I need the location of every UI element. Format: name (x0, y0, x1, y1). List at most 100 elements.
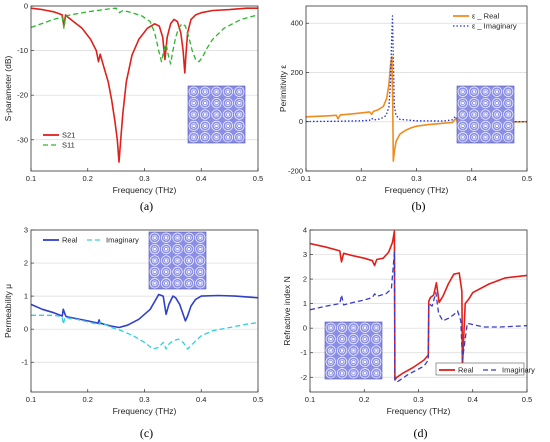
unit-cell-inner-ring (151, 280, 158, 287)
unit-cell-center (238, 90, 241, 93)
panel-d-y-axis-label: Refractive index N (282, 276, 292, 345)
x-tick-label: 0.3 (139, 395, 149, 404)
panel-b-ticks: 0.1 0.2 0.3 0.4 0.5 -200 0 200 400 (288, 19, 532, 183)
unit-cell-inner-ring (327, 347, 334, 354)
unit-cell-center (507, 113, 510, 116)
x-tick-label: 0.5 (253, 174, 263, 183)
unit-cell-inner-ring (197, 234, 204, 241)
unit-cell-inner-ring (505, 123, 512, 129)
unit-cell-inner-ring (350, 324, 357, 331)
unit-cell-center (352, 349, 355, 352)
unit-cell-inner-ring (163, 234, 169, 241)
unit-cell-ring (160, 266, 172, 278)
unit-cell-inner-ring (459, 123, 466, 129)
unit-cell-ring (480, 86, 491, 97)
unit-cell-inner-ring (494, 123, 500, 129)
x-tick-label: 0.4 (467, 174, 477, 183)
unit-cell-inner-ring (225, 100, 231, 106)
unit-cell-inner-ring (213, 100, 220, 106)
unit-cell-inner-ring (202, 111, 208, 118)
unit-cell-center (352, 360, 355, 364)
unit-cell-inner-ring (327, 336, 334, 342)
x-tick-label: 0.3 (139, 174, 149, 183)
y-tick-label: 1 (303, 299, 307, 308)
unit-cell-ring (325, 368, 336, 379)
unit-cell-inner-ring (186, 234, 192, 241)
legend-box (435, 362, 525, 376)
unit-cell-inner-ring (494, 134, 500, 141)
unit-cell-ring (222, 132, 234, 143)
unit-cell-inner-ring (350, 359, 357, 365)
panel-c: 0.1 0.2 0.3 0.4 0.5 -1 0 1 2 3 Frequency (THz) Pe… (3, 226, 263, 441)
unit-cell-inner-ring (225, 88, 231, 95)
unit-cell-inner-ring (163, 257, 169, 264)
unit-cell-ring (468, 109, 480, 120)
panel-a-ticks: 0.1 0.2 0.3 0.4 0.5 -30 -20 -10 0 (17, 2, 263, 184)
unit-cell-center (187, 270, 191, 274)
y-tick-label: -1 (21, 358, 28, 367)
unit-cell-center (375, 337, 378, 341)
unit-cell-inner-ring (190, 123, 197, 129)
unit-cell-ring (160, 232, 172, 243)
unit-cell-center (164, 247, 168, 251)
series-line-0 (31, 293, 258, 329)
panel-a-legend-label-s21: S21 (62, 131, 75, 140)
unit-cell-center (363, 360, 367, 364)
unit-cell-ring (491, 132, 503, 143)
unit-cell-center (363, 326, 367, 329)
unit-cell-inner-ring (494, 100, 500, 106)
unit-cell-ring (172, 243, 183, 255)
x-tick-label: 0.3 (411, 174, 421, 183)
unit-cell-inner-ring (459, 134, 466, 141)
unit-cell-center (363, 349, 367, 352)
unit-cell-ring (336, 333, 348, 345)
unit-cell-center (461, 90, 464, 93)
unit-cell-ring (195, 232, 206, 243)
unit-cell-ring (371, 333, 382, 345)
unit-cell-ring (325, 322, 336, 333)
panel-d-unit-cell-inset (324, 321, 383, 380)
unit-cell-center (192, 113, 195, 116)
unit-cell-inner-ring (482, 88, 489, 95)
unit-cell-inner-ring (174, 280, 181, 287)
unit-cell-inner-ring (339, 336, 345, 342)
unit-cell-inner-ring (471, 88, 477, 95)
unit-cell-center (226, 136, 230, 139)
unit-cell-ring (457, 120, 468, 132)
unit-cell-center (484, 136, 487, 139)
unit-cell-inner-ring (482, 123, 489, 129)
unit-cell-ring (183, 266, 195, 278)
unit-cell-center (484, 101, 487, 105)
unit-cell-ring (325, 345, 336, 356)
unit-cell-inner-ring (482, 134, 489, 141)
unit-cell-center (472, 101, 476, 105)
unit-cell-center (375, 360, 378, 364)
unit-cell-center (507, 90, 510, 93)
unit-cell-ring (503, 109, 514, 120)
unit-cell-ring (503, 120, 514, 132)
unit-cell-ring (160, 278, 172, 289)
x-tick-label: 0.1 (305, 395, 315, 404)
panel-b-legend-label-imaginary: ε _ Imaginary (472, 22, 517, 31)
unit-cell-ring (503, 97, 514, 109)
series-line-1 (306, 15, 527, 123)
unit-cell-inner-ring (225, 123, 231, 129)
unit-cell-ring (480, 97, 491, 109)
unit-cell-inner-ring (202, 88, 208, 95)
unit-cell-inner-ring (505, 100, 512, 106)
panel-a-y-axis-label: S-parameter (dB) (3, 56, 13, 122)
unit-cell-center (484, 124, 487, 128)
unit-cell-inner-ring (197, 257, 204, 264)
unit-cell-center (199, 259, 202, 262)
unit-cell-center (199, 270, 202, 274)
unit-cell-center (192, 90, 195, 93)
unit-cell-center (461, 113, 464, 116)
panel-d-x-axis-label: Frequency (THz) (387, 406, 451, 416)
y-tick-label: -20 (17, 91, 28, 100)
unit-cell-center (203, 90, 207, 93)
unit-cell-center (176, 247, 179, 251)
unit-cell-center (495, 101, 499, 105)
unit-cell-center (192, 101, 195, 105)
unit-cell-ring (149, 255, 160, 266)
unit-cell-center (238, 124, 241, 128)
